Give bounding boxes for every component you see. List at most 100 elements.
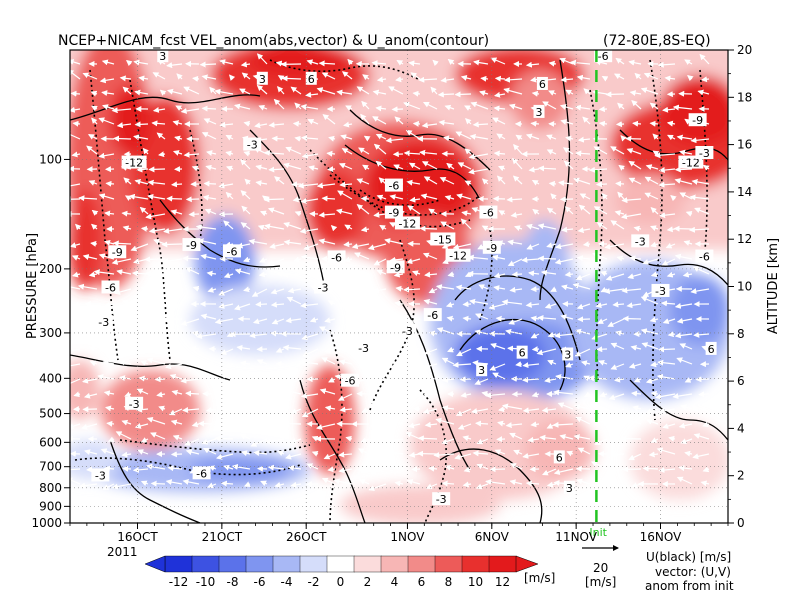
wind-vector (644, 468, 658, 469)
contour-label: -6 (226, 245, 237, 258)
wind-vector (294, 123, 301, 124)
wind-vector (600, 123, 607, 124)
wind-vector (476, 423, 488, 424)
colorbar-tick-label: -12 (169, 575, 189, 589)
altitude-tick-label: 6 (737, 374, 745, 388)
colorbar-high-arrow (516, 556, 538, 572)
contour-label: 6 (308, 73, 315, 86)
wind-vector (256, 304, 267, 305)
x-tick-label: 16NOV (640, 530, 682, 544)
altitude-tick-label: 0 (737, 516, 745, 530)
wind-vector (344, 244, 352, 245)
pressure-axis-label: PRESSURE [hPa] (25, 233, 40, 339)
colorbar-tick-label: -6 (254, 575, 266, 589)
wind-vector (145, 259, 165, 260)
wind-vector (71, 93, 80, 94)
wind-vector (539, 258, 556, 259)
contour-label: -9 (692, 114, 703, 127)
contour-label: -12 (449, 250, 467, 263)
colorbar-tick-label: 6 (418, 575, 426, 589)
wind-vector (272, 138, 284, 139)
pressure-tick-label: 900 (39, 499, 62, 513)
wind-vector (327, 153, 335, 154)
pressure-tick-label: 200 (39, 262, 62, 276)
wind-vector (421, 228, 437, 229)
contour-label: -15 (434, 233, 452, 246)
contour-label: -3 (95, 469, 106, 482)
altitude-tick-label: 12 (737, 232, 752, 246)
wind-vector (162, 244, 182, 245)
contour-label: 6 (708, 343, 715, 356)
colorbar-swatch (381, 556, 409, 572)
pressure-tick-label: 400 (39, 371, 62, 385)
colorbar-swatch (435, 556, 463, 572)
contour-label: -6 (699, 251, 710, 264)
altitude-tick-label: 10 (737, 280, 752, 294)
colorbar-swatch (489, 556, 517, 572)
wind-vector (461, 379, 471, 380)
x-tick-label: 11NOV (555, 530, 597, 544)
colorbar-swatch (300, 556, 328, 572)
colorbar-tick-label: 10 (468, 575, 483, 589)
pressure-tick-label: 800 (39, 481, 62, 495)
wind-vector (156, 379, 165, 380)
contour-label: -6 (331, 251, 342, 264)
wind-vector (429, 468, 437, 469)
contour-label: 3 (259, 73, 266, 86)
wind-vector (264, 199, 284, 200)
legend-line-1: U(black) [m/s] (646, 550, 731, 564)
colorbar-tick-label: -8 (227, 575, 239, 589)
wind-vector (463, 318, 471, 319)
wind-vector (439, 94, 454, 95)
contour-label: -3 (635, 235, 646, 248)
wind-vector (404, 289, 420, 290)
wind-vector (106, 183, 114, 184)
colorbar-swatch (273, 556, 301, 572)
reference-vector-value: 20 (593, 561, 608, 575)
colorbar-swatch (192, 556, 220, 572)
contour-label: -6 (598, 50, 609, 63)
wind-vector (633, 123, 641, 124)
wind-vector (659, 349, 675, 350)
wind-vector (497, 318, 505, 319)
wind-vector (699, 394, 709, 395)
wind-vector (234, 423, 250, 424)
contour-label: -6 (483, 207, 494, 220)
wind-vector (322, 198, 335, 199)
pressure-tick-label: 100 (39, 152, 62, 166)
wind-vector (123, 468, 131, 469)
x-tick-label: 1NOV (390, 530, 425, 544)
wind-vector (172, 184, 182, 185)
colorbar-swatch (408, 556, 436, 572)
wind-vector (481, 78, 488, 79)
wind-vector (203, 108, 216, 109)
colorbar-tick-label: 4 (391, 575, 399, 589)
wind-vector (183, 258, 199, 259)
wind-vector (359, 273, 369, 274)
colorbar-swatch (246, 556, 274, 572)
contour-label: -3 (699, 147, 710, 160)
wind-vector (107, 423, 114, 424)
wind-vector (142, 228, 148, 229)
x-tick-label: 26OCT (286, 530, 327, 544)
wind-vector (152, 483, 165, 484)
legend-line-3: anom from init (645, 579, 734, 593)
contour-label: -9 (112, 246, 123, 259)
colorbar-swatch (219, 556, 247, 572)
x-tick-label: 6NOV (475, 530, 510, 544)
wind-vector (191, 348, 199, 349)
altitude-tick-label: 4 (737, 421, 745, 435)
x-tick-label: 16OCT (117, 530, 158, 544)
wind-vector (533, 349, 539, 350)
pressure-tick-label: 700 (39, 460, 62, 474)
contour-label: 6 (519, 347, 526, 360)
wind-vector (292, 184, 301, 185)
wind-vector (204, 183, 216, 184)
wind-vector (463, 304, 471, 305)
wind-vector (225, 393, 233, 394)
wind-vector (414, 123, 420, 124)
contour-label: 3 (536, 106, 543, 119)
wind-vector (284, 423, 301, 424)
